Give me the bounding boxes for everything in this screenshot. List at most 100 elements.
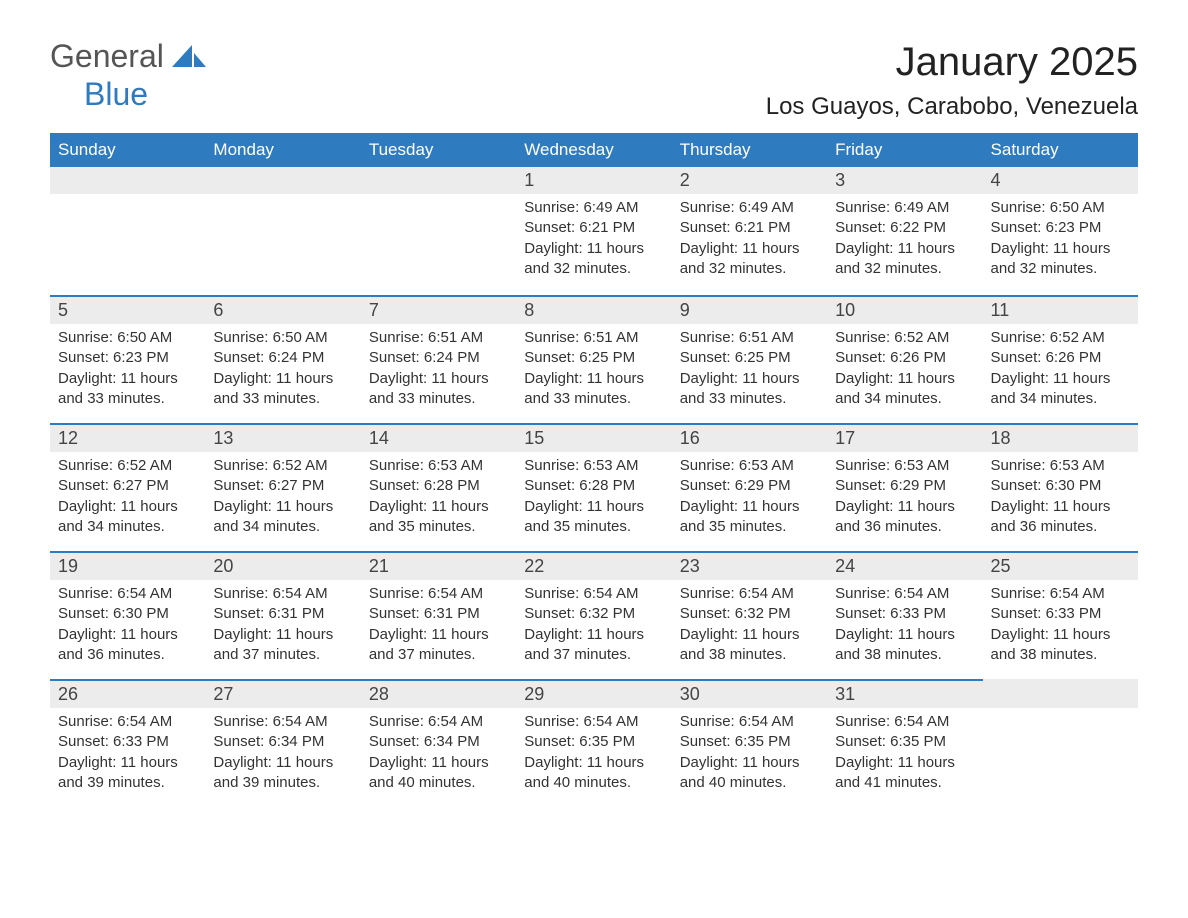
- logo-word1: General: [50, 38, 164, 74]
- week-row: 26Sunrise: 6:54 AMSunset: 6:33 PMDayligh…: [50, 679, 1138, 807]
- day-number: [50, 167, 205, 194]
- day-body: Sunrise: 6:54 AMSunset: 6:35 PMDaylight:…: [827, 708, 982, 801]
- day-body: Sunrise: 6:50 AMSunset: 6:24 PMDaylight:…: [205, 324, 360, 417]
- day-number: 2: [672, 167, 827, 194]
- day-header-row: SundayMondayTuesdayWednesdayThursdayFrid…: [50, 133, 1138, 167]
- day-body: Sunrise: 6:54 AMSunset: 6:32 PMDaylight:…: [516, 580, 671, 673]
- day-cell: 1Sunrise: 6:49 AMSunset: 6:21 PMDaylight…: [516, 167, 671, 295]
- day-number: 9: [672, 295, 827, 324]
- day-cell: 18Sunrise: 6:53 AMSunset: 6:30 PMDayligh…: [983, 423, 1138, 551]
- day-number: 21: [361, 551, 516, 580]
- day-cell: 23Sunrise: 6:54 AMSunset: 6:32 PMDayligh…: [672, 551, 827, 679]
- day-cell: 28Sunrise: 6:54 AMSunset: 6:34 PMDayligh…: [361, 679, 516, 807]
- day-cell: [361, 167, 516, 295]
- day-body: Sunrise: 6:52 AMSunset: 6:26 PMDaylight:…: [983, 324, 1138, 417]
- day-header: Sunday: [50, 133, 205, 167]
- day-number: [361, 167, 516, 194]
- day-number: 20: [205, 551, 360, 580]
- day-body: Sunrise: 6:54 AMSunset: 6:35 PMDaylight:…: [672, 708, 827, 801]
- location: Los Guayos, Carabobo, Venezuela: [766, 93, 1138, 121]
- day-cell: 2Sunrise: 6:49 AMSunset: 6:21 PMDaylight…: [672, 167, 827, 295]
- day-body: Sunrise: 6:53 AMSunset: 6:29 PMDaylight:…: [672, 452, 827, 545]
- day-body: Sunrise: 6:54 AMSunset: 6:34 PMDaylight:…: [361, 708, 516, 801]
- day-number: 12: [50, 423, 205, 452]
- day-header: Friday: [827, 133, 982, 167]
- day-body: Sunrise: 6:53 AMSunset: 6:28 PMDaylight:…: [361, 452, 516, 545]
- day-cell: 8Sunrise: 6:51 AMSunset: 6:25 PMDaylight…: [516, 295, 671, 423]
- day-cell: 19Sunrise: 6:54 AMSunset: 6:30 PMDayligh…: [50, 551, 205, 679]
- day-number: 14: [361, 423, 516, 452]
- day-number: 29: [516, 679, 671, 708]
- day-body: Sunrise: 6:52 AMSunset: 6:26 PMDaylight:…: [827, 324, 982, 417]
- day-body: Sunrise: 6:53 AMSunset: 6:30 PMDaylight:…: [983, 452, 1138, 545]
- day-number: 26: [50, 679, 205, 708]
- day-number: 3: [827, 167, 982, 194]
- day-cell: 10Sunrise: 6:52 AMSunset: 6:26 PMDayligh…: [827, 295, 982, 423]
- day-number: [205, 167, 360, 194]
- day-cell: [205, 167, 360, 295]
- day-body: Sunrise: 6:49 AMSunset: 6:22 PMDaylight:…: [827, 194, 982, 287]
- day-cell: 29Sunrise: 6:54 AMSunset: 6:35 PMDayligh…: [516, 679, 671, 807]
- page-header: General Blue January 2025 Los Guayos, Ca…: [50, 40, 1138, 121]
- week-row: 12Sunrise: 6:52 AMSunset: 6:27 PMDayligh…: [50, 423, 1138, 551]
- day-number: 18: [983, 423, 1138, 452]
- day-cell: 21Sunrise: 6:54 AMSunset: 6:31 PMDayligh…: [361, 551, 516, 679]
- day-body: Sunrise: 6:54 AMSunset: 6:35 PMDaylight:…: [516, 708, 671, 801]
- day-number: 4: [983, 167, 1138, 194]
- day-cell: 31Sunrise: 6:54 AMSunset: 6:35 PMDayligh…: [827, 679, 982, 807]
- day-cell: 4Sunrise: 6:50 AMSunset: 6:23 PMDaylight…: [983, 167, 1138, 295]
- day-number: 10: [827, 295, 982, 324]
- logo: General Blue: [50, 40, 206, 110]
- calendar: SundayMondayTuesdayWednesdayThursdayFrid…: [50, 133, 1138, 807]
- day-body: Sunrise: 6:54 AMSunset: 6:30 PMDaylight:…: [50, 580, 205, 673]
- day-cell: 20Sunrise: 6:54 AMSunset: 6:31 PMDayligh…: [205, 551, 360, 679]
- logo-word2: Blue: [84, 78, 206, 110]
- day-cell: 17Sunrise: 6:53 AMSunset: 6:29 PMDayligh…: [827, 423, 982, 551]
- day-body: Sunrise: 6:54 AMSunset: 6:33 PMDaylight:…: [983, 580, 1138, 673]
- day-body: Sunrise: 6:54 AMSunset: 6:33 PMDaylight:…: [827, 580, 982, 673]
- day-number: 8: [516, 295, 671, 324]
- day-cell: 9Sunrise: 6:51 AMSunset: 6:25 PMDaylight…: [672, 295, 827, 423]
- day-body: [50, 194, 205, 206]
- day-number: 19: [50, 551, 205, 580]
- day-cell: 3Sunrise: 6:49 AMSunset: 6:22 PMDaylight…: [827, 167, 982, 295]
- day-cell: 30Sunrise: 6:54 AMSunset: 6:35 PMDayligh…: [672, 679, 827, 807]
- day-number: 31: [827, 679, 982, 708]
- day-number: 5: [50, 295, 205, 324]
- day-cell: 13Sunrise: 6:52 AMSunset: 6:27 PMDayligh…: [205, 423, 360, 551]
- day-header: Saturday: [983, 133, 1138, 167]
- logo-sail-icon: [172, 45, 206, 72]
- day-cell: 5Sunrise: 6:50 AMSunset: 6:23 PMDaylight…: [50, 295, 205, 423]
- day-body: [361, 194, 516, 206]
- day-body: Sunrise: 6:54 AMSunset: 6:31 PMDaylight:…: [361, 580, 516, 673]
- day-body: Sunrise: 6:51 AMSunset: 6:25 PMDaylight:…: [672, 324, 827, 417]
- day-number: [983, 679, 1138, 708]
- day-number: 25: [983, 551, 1138, 580]
- day-number: 16: [672, 423, 827, 452]
- day-body: Sunrise: 6:50 AMSunset: 6:23 PMDaylight:…: [50, 324, 205, 417]
- day-cell: 27Sunrise: 6:54 AMSunset: 6:34 PMDayligh…: [205, 679, 360, 807]
- day-body: Sunrise: 6:54 AMSunset: 6:34 PMDaylight:…: [205, 708, 360, 801]
- day-number: 13: [205, 423, 360, 452]
- day-cell: [50, 167, 205, 295]
- day-cell: 15Sunrise: 6:53 AMSunset: 6:28 PMDayligh…: [516, 423, 671, 551]
- day-number: 11: [983, 295, 1138, 324]
- day-body: Sunrise: 6:54 AMSunset: 6:33 PMDaylight:…: [50, 708, 205, 801]
- day-cell: 22Sunrise: 6:54 AMSunset: 6:32 PMDayligh…: [516, 551, 671, 679]
- day-body: Sunrise: 6:53 AMSunset: 6:29 PMDaylight:…: [827, 452, 982, 545]
- day-cell: 11Sunrise: 6:52 AMSunset: 6:26 PMDayligh…: [983, 295, 1138, 423]
- day-header: Tuesday: [361, 133, 516, 167]
- day-body: Sunrise: 6:50 AMSunset: 6:23 PMDaylight:…: [983, 194, 1138, 287]
- day-body: [205, 194, 360, 206]
- day-header: Monday: [205, 133, 360, 167]
- day-number: 7: [361, 295, 516, 324]
- day-number: 28: [361, 679, 516, 708]
- day-body: [983, 708, 1138, 720]
- day-number: 22: [516, 551, 671, 580]
- day-number: 15: [516, 423, 671, 452]
- day-number: 1: [516, 167, 671, 194]
- day-cell: 7Sunrise: 6:51 AMSunset: 6:24 PMDaylight…: [361, 295, 516, 423]
- week-row: 5Sunrise: 6:50 AMSunset: 6:23 PMDaylight…: [50, 295, 1138, 423]
- day-body: Sunrise: 6:54 AMSunset: 6:32 PMDaylight:…: [672, 580, 827, 673]
- day-cell: 24Sunrise: 6:54 AMSunset: 6:33 PMDayligh…: [827, 551, 982, 679]
